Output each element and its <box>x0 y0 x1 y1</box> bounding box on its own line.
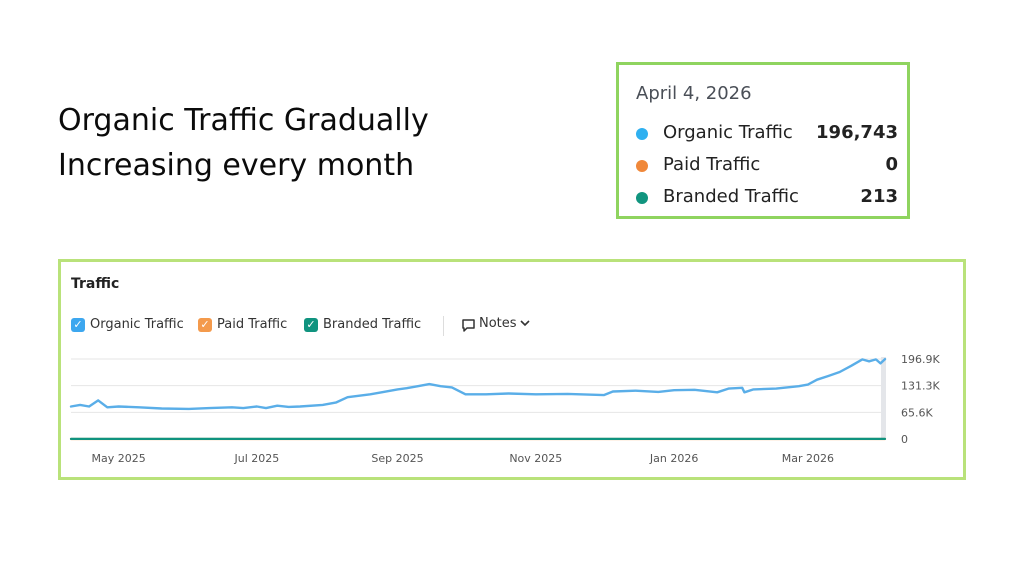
x-tick-label: Mar 2026 <box>782 452 834 465</box>
headline: Organic Traffic Gradually Increasing eve… <box>58 98 498 188</box>
x-tick-label: Nov 2025 <box>509 452 562 465</box>
x-tick-label: May 2025 <box>91 452 145 465</box>
branded-dot-icon <box>636 192 648 204</box>
y-tick-label: 0 <box>901 433 908 446</box>
headline-line-2: Increasing every month <box>58 148 415 183</box>
tooltip-row-value: 0 <box>885 154 898 175</box>
hover-guide <box>881 357 886 439</box>
tooltip-row-organic: Organic Traffic 196,743 <box>636 122 898 146</box>
legend-divider <box>443 316 444 336</box>
checkbox-checked-icon[interactable]: ✓ <box>71 318 85 332</box>
note-icon <box>462 319 475 332</box>
traffic-line-chart: 196.9K 131.3K 65.6K 0 May 2025 Jul 2025 Sep 20… <box>69 353 940 465</box>
legend-label: Branded Traffic <box>323 317 422 332</box>
panel-title: Traffic <box>71 276 120 292</box>
x-tick-label: Jan 2026 <box>649 452 698 465</box>
notes-label: Notes <box>479 316 517 331</box>
tooltip-row-branded: Branded Traffic 213 <box>636 186 898 210</box>
chevron-down-icon <box>520 320 530 327</box>
x-tick-label: Jul 2025 <box>234 452 280 465</box>
y-tick-label: 196.9K <box>901 353 940 366</box>
tooltip-date: April 4, 2026 <box>636 83 752 104</box>
paid-dot-icon <box>636 160 648 172</box>
x-tick-label: Sep 2025 <box>371 452 423 465</box>
tooltip-row-label: Paid Traffic <box>663 154 761 175</box>
legend-label: Paid Traffic <box>217 317 288 332</box>
tooltip-row-label: Organic Traffic <box>663 122 793 143</box>
series-line-organic-traffic <box>69 357 887 411</box>
tooltip-row-value: 213 <box>860 186 898 207</box>
headline-line-1: Organic Traffic Gradually <box>58 103 429 138</box>
legend-label: Organic Traffic <box>90 317 184 332</box>
y-tick-label: 131.3K <box>901 380 940 393</box>
traffic-tooltip: April 4, 2026 Organic Traffic 196,743 Pa… <box>616 62 910 219</box>
y-tick-label: 65.6K <box>901 406 933 419</box>
traffic-panel: Traffic ✓ Organic Traffic ✓ Paid Traffic… <box>58 259 966 480</box>
checkbox-checked-icon[interactable]: ✓ <box>198 318 212 332</box>
tooltip-row-paid: Paid Traffic 0 <box>636 154 898 178</box>
tooltip-row-value: 196,743 <box>816 122 898 143</box>
tooltip-row-label: Branded Traffic <box>663 186 799 207</box>
checkbox-checked-icon[interactable]: ✓ <box>304 318 318 332</box>
organic-dot-icon <box>636 128 648 140</box>
